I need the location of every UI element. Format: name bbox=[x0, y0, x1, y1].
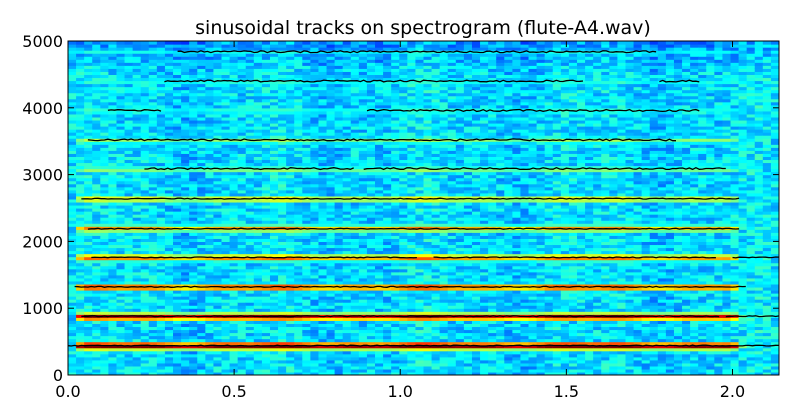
spectrogram-cell bbox=[181, 41, 190, 45]
spectrogram-cell bbox=[92, 41, 101, 45]
spectrogram-cell bbox=[133, 41, 142, 45]
spectrogram-cell bbox=[125, 41, 134, 45]
spectrogram-cell bbox=[246, 41, 255, 45]
spectrogram-cell bbox=[383, 41, 392, 45]
spectrogram-cell bbox=[84, 41, 93, 45]
spectrogram-cell bbox=[270, 41, 279, 45]
spectrogram-cell bbox=[205, 41, 214, 45]
spectrogram-cell bbox=[165, 41, 174, 45]
spectrogram-cell bbox=[391, 41, 400, 45]
spectrogram-cell bbox=[222, 41, 231, 45]
spectrogram-cell bbox=[286, 41, 295, 45]
spectrogram-cell bbox=[375, 41, 384, 45]
spectrogram-cell bbox=[173, 41, 182, 45]
plot-area bbox=[68, 41, 780, 376]
spectrogram-cell bbox=[254, 41, 263, 45]
spectrogram-cell bbox=[415, 41, 424, 45]
spectrogram-cell bbox=[294, 41, 303, 45]
spectrogram-cell bbox=[213, 41, 222, 45]
spectrogram-cell bbox=[343, 41, 352, 45]
spectrogram-heatmap bbox=[68, 41, 780, 376]
spectrogram-cell bbox=[310, 41, 319, 45]
spectrogram-cell bbox=[278, 41, 287, 45]
spectrogram-cell bbox=[157, 41, 166, 45]
spectrogram-cell bbox=[407, 41, 416, 45]
spectrogram-cell bbox=[351, 41, 360, 45]
spectrogram-cell bbox=[359, 41, 368, 45]
spectrogram-cell bbox=[76, 41, 85, 45]
spectrogram-cell bbox=[318, 41, 327, 45]
spectrogram-cell bbox=[100, 41, 109, 45]
spectrogram-cell bbox=[424, 41, 433, 45]
spectrogram-cell bbox=[189, 41, 198, 45]
spectrogram-cell bbox=[116, 41, 125, 45]
spectrogram-cell bbox=[197, 41, 206, 45]
spectrogram-cell bbox=[302, 41, 311, 45]
spectrogram-cell bbox=[327, 41, 336, 45]
spectrogram-cell bbox=[108, 41, 117, 45]
spectrogram-cell bbox=[262, 41, 271, 45]
chart-title: sinusoidal tracks on spectrogram (flute-… bbox=[195, 17, 651, 39]
spectrogram-cell bbox=[367, 41, 376, 45]
spectrogram-cell bbox=[149, 41, 158, 45]
spectrogram-cell bbox=[68, 41, 77, 45]
spectrogram-cell bbox=[335, 41, 344, 45]
spectrogram-cell bbox=[238, 41, 247, 45]
spectrogram-cell bbox=[141, 41, 150, 45]
